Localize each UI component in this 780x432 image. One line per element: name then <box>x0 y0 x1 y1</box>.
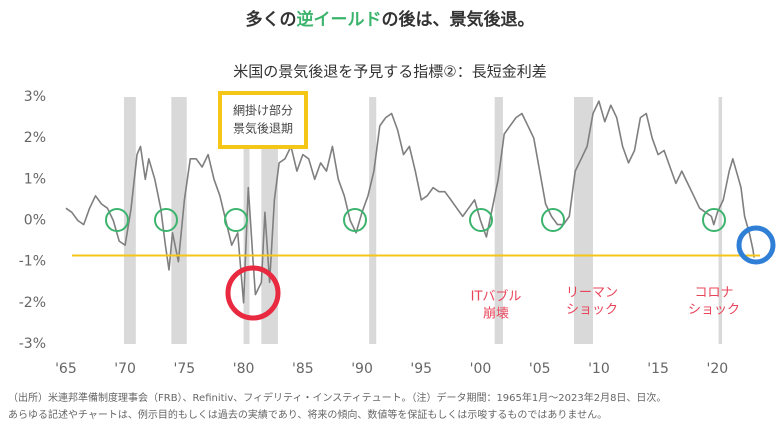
y-tick-label: 1% <box>24 171 46 187</box>
highlight-circle <box>736 225 776 265</box>
footnote: （出所）米連邦準備制度理事会（FRB）、Refinitiv、フィデリティ・インス… <box>8 391 666 404</box>
annotation: ショック <box>566 303 618 318</box>
x-tick-label: '15 <box>647 361 669 377</box>
x-tick-label: '05 <box>529 361 551 377</box>
headline-part: 多くの <box>246 9 297 30</box>
x-tick-label: '65 <box>55 361 77 377</box>
spread-line <box>65 100 755 304</box>
annotation: ショック <box>688 303 740 318</box>
x-tick-label: '95 <box>410 361 432 377</box>
y-tick-label: -2% <box>19 295 46 311</box>
x-tick-label: '20 <box>707 361 729 377</box>
recession-band <box>718 97 723 344</box>
headline: 多くの逆イールドの後は、景気後退。 <box>246 9 535 30</box>
marker-circle <box>224 208 248 232</box>
shade-legend-text: 景気後退期 <box>233 121 293 136</box>
shade-legend-text: 網掛け部分 <box>233 103 293 118</box>
inversion-markers <box>105 208 726 232</box>
y-tick-label: 3% <box>24 89 46 105</box>
x-tick-label: '00 <box>470 361 492 377</box>
recession-band <box>369 97 377 344</box>
y-tick-label: 0% <box>24 213 46 229</box>
headline-part: の後は、景気後退。 <box>382 9 535 30</box>
marker-circle <box>154 208 178 232</box>
highlight-circle <box>225 265 281 321</box>
y-tick-label: 2% <box>24 130 46 146</box>
annotation: コロナ <box>694 286 733 301</box>
y-tick-label: -3% <box>19 336 46 352</box>
plot-area: 3% 2% 1% 0% -1% -2% -3% '65 '70 '75 '80 '85 '90 '95 '0… <box>19 89 760 377</box>
x-tick-label: '80 <box>233 361 255 377</box>
annotation: リーマン <box>566 286 618 301</box>
x-tick-label: '70 <box>114 361 136 377</box>
recession-band <box>494 97 503 344</box>
recession-band <box>574 97 593 344</box>
y-tick-label: -1% <box>19 254 46 270</box>
marker-circle <box>702 208 726 232</box>
marker-circle <box>343 208 367 232</box>
shade-legend-box <box>218 91 308 149</box>
footnote: あらゆる記述やチャートは、例示目的もしくは過去の実績であり、将来の傾向、数値等を… <box>8 408 607 421</box>
annotation: ITバブル <box>471 289 522 305</box>
recession-band <box>171 97 187 344</box>
x-tick-label: '90 <box>351 361 373 377</box>
marker-circle <box>541 208 565 232</box>
x-tick-label: '10 <box>588 361 610 377</box>
x-tick-label: '85 <box>292 361 314 377</box>
marker-circle <box>105 208 129 232</box>
annotation: 崩壊 <box>483 307 509 322</box>
chart-title: 米国の景気後退を予見する指標②：長短金利差 <box>233 63 546 81</box>
headline-part: 逆イールド <box>297 9 382 30</box>
marker-circle <box>469 208 493 232</box>
x-tick-label: '75 <box>174 361 196 377</box>
